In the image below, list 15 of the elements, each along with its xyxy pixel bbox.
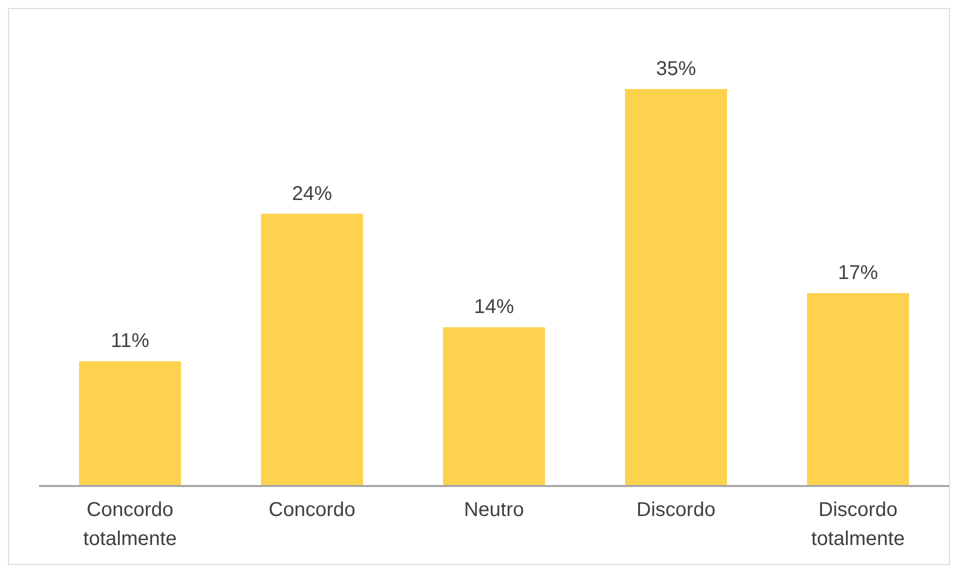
data-label: 35% [656, 58, 696, 80]
x-tick-label: Neutro [464, 499, 524, 521]
data-label: 17% [838, 262, 878, 284]
bar [261, 214, 364, 486]
bar [625, 89, 728, 486]
data-label: 11% [110, 330, 150, 352]
x-tick-label: Discordo totalmente [811, 499, 905, 550]
x-tick-label: Concordo totalmente [83, 499, 177, 550]
x-tick-label: Discordo [636, 499, 716, 521]
x-tick-label: Concordo [268, 499, 356, 521]
data-label: 24% [292, 182, 332, 205]
bar [807, 293, 910, 486]
data-label: 14% [474, 296, 514, 318]
bar [79, 361, 182, 486]
bar [443, 327, 546, 486]
